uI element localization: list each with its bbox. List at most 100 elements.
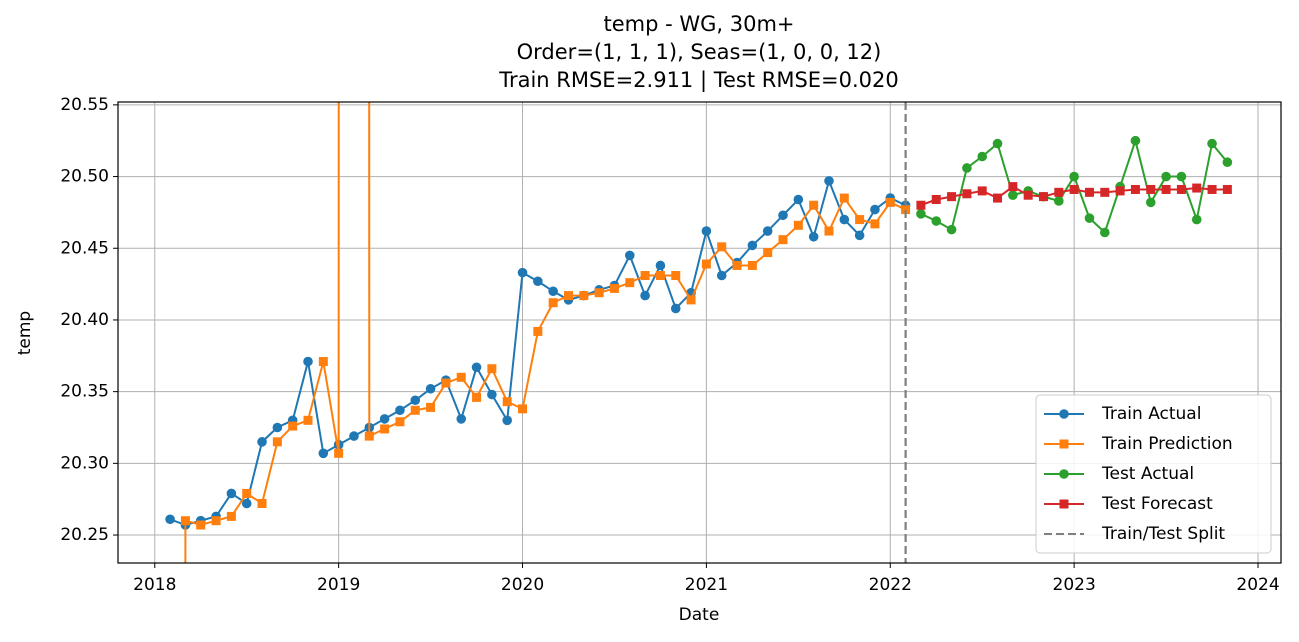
data-point — [931, 195, 941, 205]
data-point — [1008, 182, 1018, 192]
chart-subtitle: Train RMSE=2.911 | Test RMSE=0.020 — [498, 68, 899, 93]
data-point — [272, 422, 283, 433]
data-point — [901, 205, 911, 215]
data-point — [916, 209, 926, 219]
data-point — [885, 197, 895, 207]
y-tick-label: 20.35 — [60, 382, 109, 402]
data-point — [426, 402, 436, 412]
data-point — [196, 520, 206, 530]
legend-marker — [1059, 469, 1069, 479]
data-point — [609, 283, 619, 293]
data-point — [502, 397, 512, 407]
data-point — [1207, 184, 1217, 194]
data-point — [180, 516, 190, 526]
data-point — [1084, 213, 1095, 223]
data-point — [1161, 171, 1171, 182]
data-point — [977, 186, 987, 196]
data-point — [441, 378, 451, 388]
data-point — [1084, 187, 1094, 197]
data-point — [380, 424, 390, 434]
data-point — [487, 364, 497, 374]
data-point — [947, 192, 957, 202]
legend-label: Test Forecast — [1101, 494, 1213, 514]
data-point — [410, 395, 421, 406]
data-point — [839, 193, 849, 203]
data-point — [655, 271, 665, 281]
legend: Train Actual Train Prediction Test Actual T… — [1035, 394, 1272, 554]
plot-frame — [117, 101, 1282, 564]
data-point — [211, 516, 221, 526]
data-point — [1069, 171, 1079, 182]
data-point — [594, 288, 604, 298]
data-point — [425, 383, 436, 394]
data-point — [1023, 190, 1033, 200]
x-tick-label: 2024 — [1236, 575, 1279, 595]
data-point — [548, 298, 558, 308]
legend-label: Train Prediction — [1101, 434, 1233, 454]
data-point — [533, 276, 543, 287]
data-point — [364, 431, 374, 441]
data-point — [487, 389, 497, 400]
data-point — [625, 278, 635, 288]
data-point — [640, 290, 650, 301]
data-point — [1008, 190, 1018, 201]
data-point — [778, 210, 788, 221]
data-point — [1115, 186, 1125, 196]
data-point — [288, 421, 298, 431]
data-point — [993, 193, 1003, 203]
legend-marker — [1059, 409, 1069, 419]
data-point — [1161, 184, 1171, 194]
data-point — [1192, 183, 1202, 193]
y-tick-label: 20.50 — [60, 167, 109, 187]
x-tick-label: 2019 — [317, 575, 360, 595]
y-tick-label: 20.40 — [60, 310, 109, 330]
data-point — [472, 392, 482, 402]
data-point — [1038, 192, 1048, 202]
data-point — [1222, 184, 1232, 194]
legend-label: Train/Test Split — [1101, 524, 1225, 544]
data-point — [824, 226, 834, 236]
legend-label: Train Actual — [1101, 404, 1201, 424]
data-point — [318, 357, 328, 367]
data-point — [502, 415, 512, 426]
data-point — [1130, 135, 1141, 146]
legend-box — [1035, 394, 1272, 554]
data-point — [318, 448, 329, 459]
data-point — [471, 362, 482, 373]
data-point — [855, 215, 865, 225]
data-point — [1222, 157, 1233, 168]
data-point — [257, 437, 267, 447]
data-point — [303, 415, 313, 425]
data-point — [1099, 227, 1110, 238]
data-point — [732, 260, 742, 270]
data-point — [272, 437, 282, 447]
data-point — [1176, 184, 1186, 194]
data-point — [931, 216, 942, 226]
data-point — [1191, 214, 1202, 225]
data-point — [1054, 196, 1064, 206]
data-point — [226, 488, 237, 499]
data-point — [870, 204, 880, 215]
chart-subtitle: Order=(1, 1, 1), Seas=(1, 0, 0, 12) — [517, 40, 882, 64]
data-point — [548, 286, 558, 297]
data-point — [517, 267, 528, 278]
data-point — [946, 224, 957, 235]
data-point — [624, 250, 635, 261]
data-point — [701, 259, 711, 269]
data-point — [671, 271, 681, 281]
data-point — [1054, 187, 1064, 197]
x-tick-label: 2021 — [685, 575, 728, 595]
x-tick-label: 2018 — [133, 575, 176, 595]
data-point — [992, 138, 1003, 149]
data-point — [1069, 184, 1079, 194]
plot-area — [165, 102, 1233, 563]
data-point — [747, 260, 757, 270]
data-point — [793, 220, 803, 230]
data-point — [686, 295, 696, 305]
data-point — [793, 194, 804, 205]
data-point — [1146, 184, 1156, 194]
y-tick-label: 20.30 — [60, 453, 109, 473]
y-axis-label: temp — [15, 311, 35, 355]
data-point — [977, 151, 988, 162]
data-point — [226, 511, 236, 521]
